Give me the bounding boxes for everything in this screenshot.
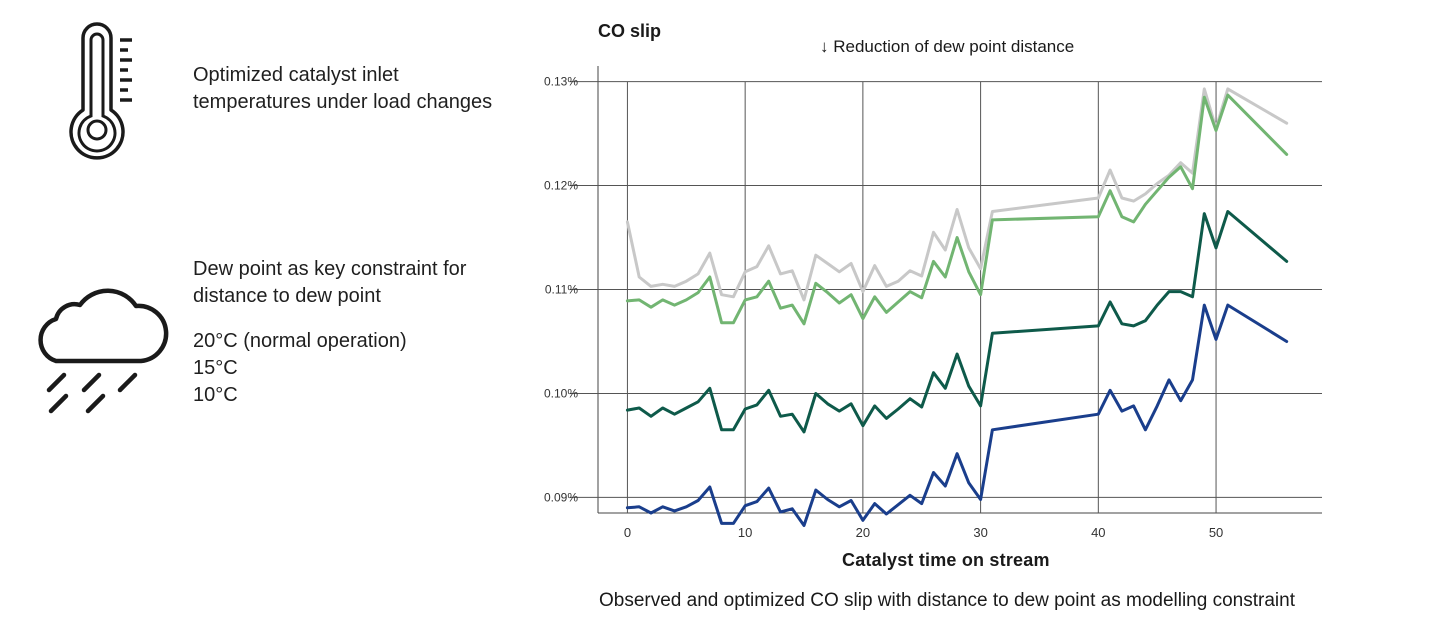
dew-point-line-1: Dew point as key constraint for xyxy=(193,258,467,280)
chart-caption: Observed and optimized CO slip with dist… xyxy=(599,590,1295,611)
dew-value-20c: 20°C (normal operation) xyxy=(193,330,407,352)
temperature-description: Optimized catalyst inlet temperatures un… xyxy=(193,62,492,116)
dew-value-10c: 10°C xyxy=(193,384,238,406)
x-tick-label: 20 xyxy=(856,525,870,540)
y-tick-label: 0.12% xyxy=(544,179,578,193)
y-tick-label: 0.10% xyxy=(544,386,578,400)
grid-layer xyxy=(570,66,1322,514)
chart-annotation: ↓ Reduction of dew point distance xyxy=(820,37,1075,56)
dew-point-values: 20°C (normal operation) 15°C 10°C xyxy=(193,328,407,409)
y-tick-label: 0.11% xyxy=(545,283,578,297)
dew-point-description: Dew point as key constraint for distance… xyxy=(193,256,466,310)
y-tick-label: 0.13% xyxy=(544,75,578,89)
y-tick-label: 0.09% xyxy=(544,490,578,504)
x-tick-label: 10 xyxy=(738,525,752,540)
series-line-20-c-normal-operation xyxy=(625,93,1289,326)
rain-cloud-icon xyxy=(38,288,169,414)
series-line-observed xyxy=(625,87,1289,302)
series-line-10-c xyxy=(625,303,1289,527)
temperature-line-1: Optimized catalyst inlet xyxy=(193,64,399,86)
dew-point-line-2: distance to dew point xyxy=(193,285,381,307)
dew-value-15c: 15°C xyxy=(193,357,238,379)
x-tick-label: 30 xyxy=(973,525,987,540)
x-tick-label: 40 xyxy=(1091,525,1105,540)
x-tick-label: 50 xyxy=(1209,525,1223,540)
series-layer xyxy=(625,87,1289,527)
x-axis-label: Catalyst time on stream xyxy=(842,550,1050,570)
temperature-line-2: temperatures under load changes xyxy=(193,91,493,113)
x-tick-label: 0 xyxy=(624,525,631,540)
thermometer-icon xyxy=(69,22,132,160)
tick-layer: 0.09% 0.10% 0.11% 0.12% 0.13% 0 10 20 30 40 50 xyxy=(544,75,1223,540)
chart-title: CO slip xyxy=(598,21,662,41)
series-line-15-c xyxy=(625,210,1289,434)
